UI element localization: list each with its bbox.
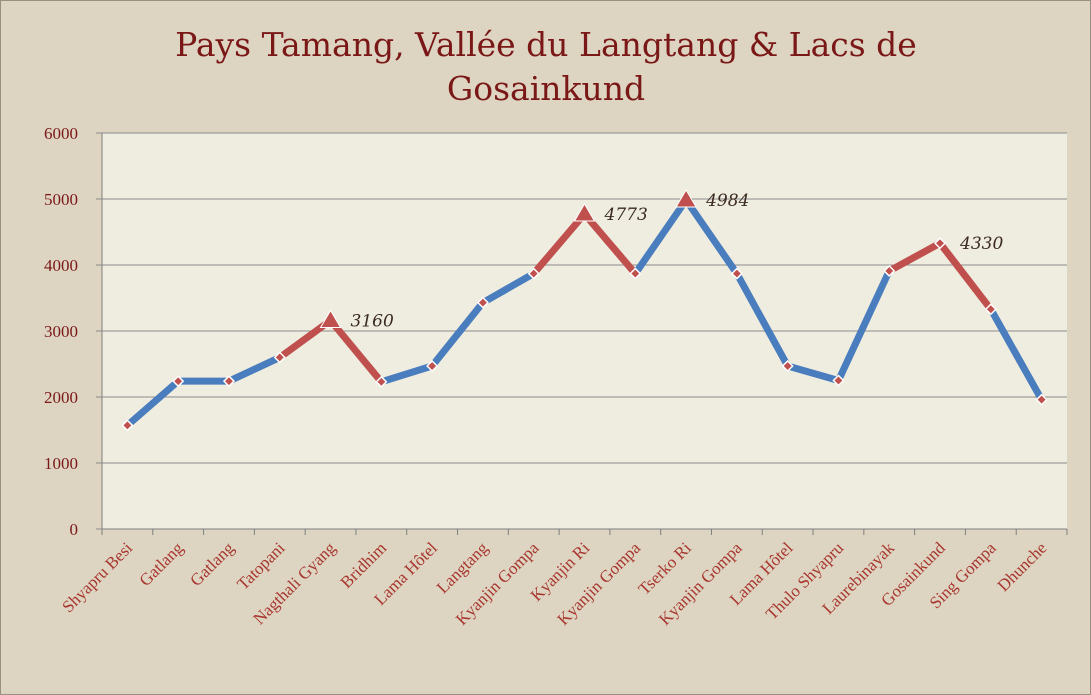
line-segment bbox=[631, 196, 690, 278]
line-segment bbox=[834, 267, 893, 384]
data-label: 4773 bbox=[604, 205, 648, 225]
line-segment bbox=[733, 270, 792, 370]
line-segment bbox=[123, 377, 182, 429]
data-point bbox=[172, 375, 185, 388]
data-point bbox=[273, 351, 286, 364]
line-segment bbox=[581, 210, 639, 278]
data-point bbox=[1035, 393, 1048, 406]
data-point bbox=[832, 374, 845, 387]
line-segment bbox=[327, 316, 385, 386]
data-point bbox=[883, 264, 896, 278]
line-segment bbox=[377, 362, 436, 386]
y-tick-label: 6000 bbox=[44, 124, 78, 143]
data-point bbox=[629, 267, 642, 280]
y-tick-label: 5000 bbox=[44, 190, 78, 209]
data-point bbox=[476, 296, 489, 309]
y-tick-label: 3000 bbox=[44, 322, 78, 341]
data-point bbox=[933, 237, 947, 250]
x-tick-label: Dhunche bbox=[994, 538, 1051, 595]
line-segment bbox=[987, 305, 1046, 404]
data-label: 4330 bbox=[959, 234, 1003, 254]
line-segment bbox=[225, 353, 284, 385]
data-point bbox=[527, 267, 540, 280]
data-point bbox=[375, 375, 388, 388]
y-tick-label: 1000 bbox=[44, 454, 78, 473]
data-point bbox=[121, 419, 134, 432]
line-segment bbox=[682, 196, 741, 278]
x-tick-label: Gatlang bbox=[186, 538, 238, 590]
y-tick-label: 0 bbox=[70, 520, 79, 539]
y-tick-label: 2000 bbox=[44, 388, 78, 407]
data-label: 4984 bbox=[705, 191, 749, 211]
chart-title: Pays Tamang, Vallée du Langtang & Lacs d… bbox=[175, 25, 917, 108]
data-point bbox=[984, 303, 997, 316]
data-point bbox=[222, 375, 236, 388]
data-point bbox=[426, 359, 439, 373]
line-segment bbox=[885, 239, 944, 275]
peak-marker bbox=[319, 309, 342, 328]
x-tick-label: Shyapru Besi bbox=[58, 538, 136, 616]
line-segment bbox=[479, 270, 538, 307]
line-segment bbox=[936, 239, 995, 313]
line-segment bbox=[530, 210, 588, 278]
line-segment bbox=[784, 362, 842, 384]
line-segment bbox=[428, 299, 487, 370]
data-point bbox=[781, 359, 794, 373]
data-label: 3160 bbox=[351, 311, 394, 331]
x-tick-label: Gatlang bbox=[136, 538, 188, 590]
peak-marker bbox=[675, 189, 697, 208]
y-tick-label: 4000 bbox=[44, 256, 78, 275]
peak-marker bbox=[573, 202, 596, 222]
data-point bbox=[730, 267, 743, 280]
